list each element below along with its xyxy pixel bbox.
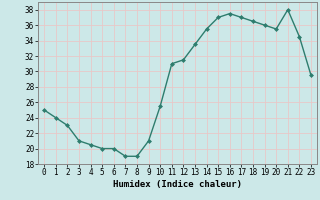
X-axis label: Humidex (Indice chaleur): Humidex (Indice chaleur)	[113, 180, 242, 189]
